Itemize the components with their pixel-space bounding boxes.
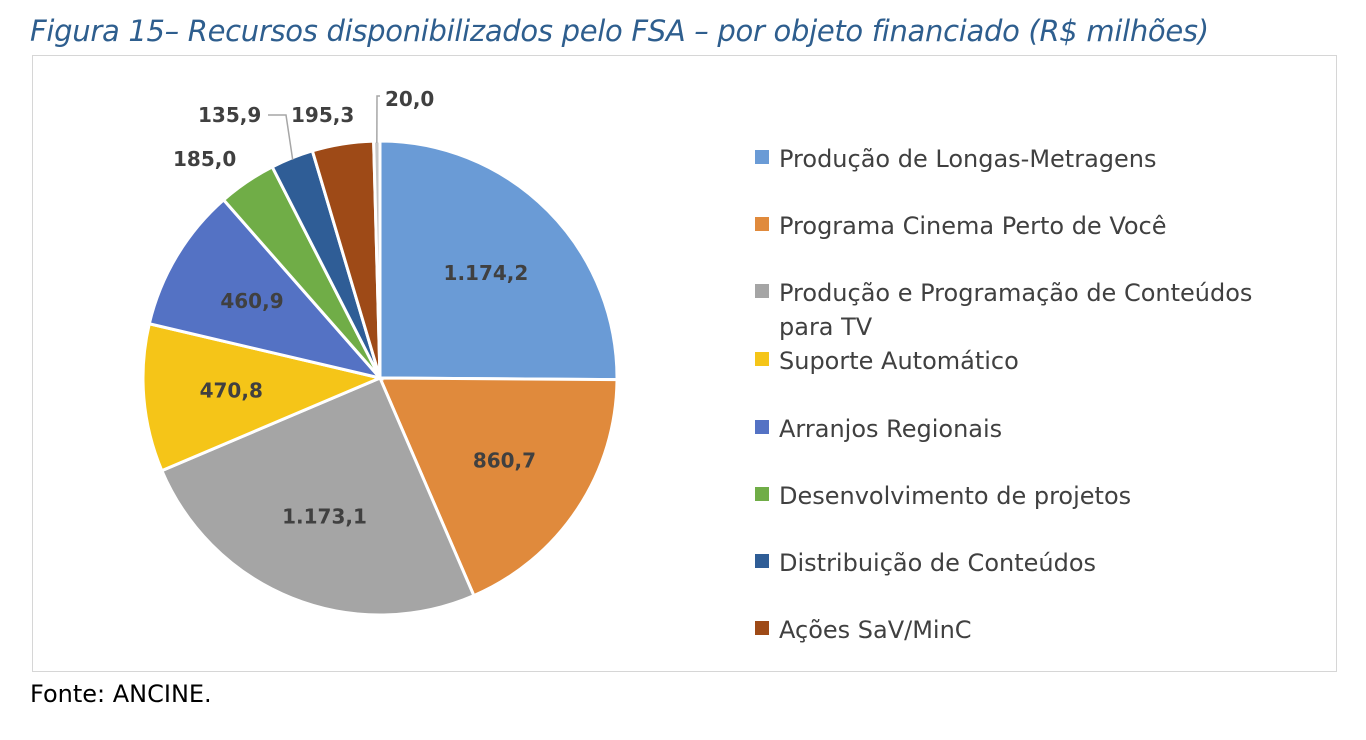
legend-swatch bbox=[755, 217, 769, 231]
source-note: Fonte: ANCINE. bbox=[30, 680, 212, 708]
slice-value-label: 20,0 bbox=[385, 87, 434, 111]
legend-label: Produção de Longas-Metragens bbox=[779, 145, 1157, 173]
slice-value-label: 470,8 bbox=[200, 379, 263, 403]
legend-label: Programa Cinema Perto de Você bbox=[779, 212, 1167, 240]
legend-item: Arranjos Regionais bbox=[755, 412, 1002, 446]
pie-slice bbox=[147, 197, 385, 381]
legend-swatch bbox=[755, 420, 769, 434]
legend-label: Desenvolvimento de projetos bbox=[779, 482, 1132, 510]
pie-slice bbox=[141, 321, 385, 473]
legend-item: Suporte Automático bbox=[755, 344, 1019, 378]
chart-area: 1.174,2 860,7 1.173,1 470,8 460,9 185,0 135,9 1… bbox=[32, 55, 1337, 672]
legend-item: Distribuição de Conteúdos bbox=[755, 546, 1096, 580]
slice-value-label: 860,7 bbox=[473, 448, 536, 472]
slice-value-label: 135,9 bbox=[198, 103, 261, 127]
legend-swatch bbox=[755, 150, 769, 164]
legend-label: Distribuição de Conteúdos bbox=[779, 549, 1097, 577]
legend-swatch bbox=[755, 554, 769, 568]
slice-value-label: 1.174,2 bbox=[444, 261, 529, 285]
leader-line bbox=[376, 95, 380, 144]
slice-value-label: 1.173,1 bbox=[282, 505, 367, 529]
slice-value-label: 195,3 bbox=[291, 103, 354, 127]
pie-slice bbox=[377, 376, 619, 598]
legend-label: Produção e Programação de Conteúdos para… bbox=[779, 279, 1253, 341]
slice-value-label: 460,9 bbox=[220, 289, 283, 313]
legend-item: Desenvolvimento de projetos bbox=[755, 479, 1131, 513]
legend-item: Produção e Programação de Conteúdos para… bbox=[755, 276, 1299, 344]
legend-label: Ações SaV/MinC bbox=[779, 616, 972, 644]
legend-label: Arranjos Regionais bbox=[779, 415, 1003, 443]
legend-swatch bbox=[755, 621, 769, 635]
pie-slice bbox=[159, 376, 476, 617]
legend-item: Programa Cinema Perto de Você bbox=[755, 209, 1167, 243]
pie-chart: 1.174,2 860,7 1.173,1 470,8 460,9 185,0 135,9 1… bbox=[141, 87, 619, 617]
legend-item: Ações SaV/MinC bbox=[755, 613, 972, 647]
pie-slice bbox=[378, 139, 619, 382]
legend-label: Suporte Automático bbox=[779, 347, 1019, 375]
legend-swatch bbox=[755, 352, 769, 366]
legend-swatch bbox=[755, 487, 769, 501]
leader-line bbox=[268, 114, 294, 160]
legend-item: Produção de Longas-Metragens bbox=[755, 142, 1156, 176]
legend-swatch bbox=[755, 284, 769, 298]
chart-title: Figura 15– Recursos disponibilizados pel… bbox=[30, 14, 1209, 48]
slice-value-label: 185,0 bbox=[173, 147, 236, 171]
